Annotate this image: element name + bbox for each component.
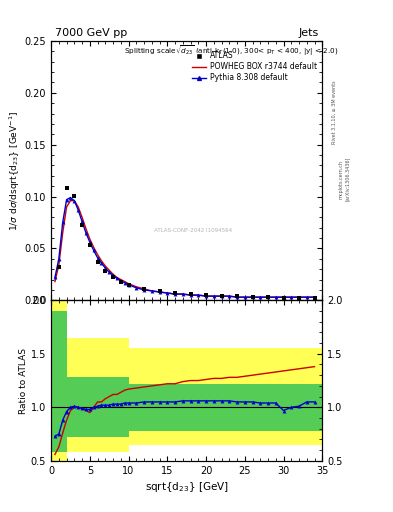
Y-axis label: 1/$\sigma$ d$\sigma$/dsqrt{d$_{23}$} [GeV$^{-1}$]: 1/$\sigma$ d$\sigma$/dsqrt{d$_{23}$} [Ge… <box>7 111 22 230</box>
Text: Splitting scale$\sqrt{d_{23}}$ (anti-k$_T$(1.0), 300< p$_T$ < 400, |y| < 2.0): Splitting scale$\sqrt{d_{23}}$ (anti-k$_… <box>124 44 339 58</box>
Text: 7000 GeV pp: 7000 GeV pp <box>55 28 127 38</box>
X-axis label: sqrt{d$_{23}$} [GeV]: sqrt{d$_{23}$} [GeV] <box>145 480 229 494</box>
Text: mcplots.cern.ch: mcplots.cern.ch <box>339 160 344 199</box>
Legend: ATLAS, POWHEG BOX r3744 default, Pythia 8.308 default: ATLAS, POWHEG BOX r3744 default, Pythia … <box>191 50 318 84</box>
Text: [arXiv:1306.3436]: [arXiv:1306.3436] <box>345 157 350 201</box>
Text: Jets: Jets <box>298 28 318 38</box>
Text: Rivet 3.1.10, ≥ 3M events: Rivet 3.1.10, ≥ 3M events <box>332 81 337 144</box>
Y-axis label: Ratio to ATLAS: Ratio to ATLAS <box>19 348 28 414</box>
Text: ATLAS-CONF-2042 I1094564: ATLAS-CONF-2042 I1094564 <box>154 228 232 232</box>
